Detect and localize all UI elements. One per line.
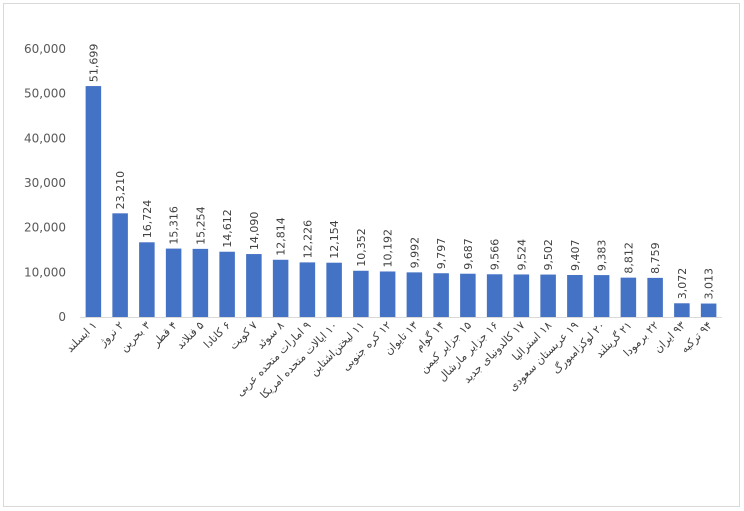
bar	[700, 303, 717, 317]
data-label: 8,812	[622, 242, 635, 274]
data-label: 9,687	[462, 238, 475, 270]
bar	[433, 273, 449, 317]
data-label: 12,154	[328, 220, 341, 259]
data-label: 9,383	[596, 240, 609, 272]
x-tick-label: ۳ بحرین	[118, 319, 153, 354]
data-label: 9,797	[435, 238, 448, 270]
y-tick-label: 20,000	[24, 221, 66, 235]
data-label: 9,566	[489, 239, 502, 271]
bar	[513, 274, 530, 317]
bar	[406, 272, 423, 317]
data-label: 8,759	[649, 242, 662, 274]
bars: 51,699 23,210 16,724 15,316 15,254 14,612 14,0…	[85, 44, 717, 318]
data-label: 3,072	[676, 268, 689, 300]
bar	[379, 271, 396, 317]
y-axis: 0 10,000 20,000 30,000 40,000 50,000 60,000	[24, 42, 66, 324]
y-tick-label: 30,000	[24, 176, 66, 190]
data-label: 14,612	[221, 209, 234, 248]
bar	[353, 270, 369, 317]
bar	[593, 275, 610, 317]
data-label: 10,352	[355, 228, 368, 267]
data-label: 10,192	[382, 229, 395, 268]
data-label: 14,090	[248, 212, 261, 251]
x-axis: ۱ ایسلند ۲ نروژ ۳ بحرین ۴ قطر ۵ فنلاند ۶ کانا…	[63, 317, 722, 402]
data-label: 12,814	[275, 217, 288, 256]
bar	[486, 274, 503, 317]
bar	[299, 262, 316, 317]
bar	[674, 303, 690, 317]
x-tick-label: ۱ ایسلند	[63, 319, 99, 355]
data-label: 16,724	[141, 200, 154, 239]
data-label: 9,524	[515, 239, 528, 271]
bar	[272, 259, 289, 317]
data-label: 9,502	[542, 239, 555, 271]
y-tick-label: 0	[58, 310, 66, 324]
y-tick-label: 50,000	[24, 87, 66, 101]
bar	[326, 262, 342, 317]
bar	[192, 248, 209, 317]
x-tick-label: ۷ کویت	[227, 319, 260, 352]
bar	[85, 86, 102, 318]
y-tick-label: 40,000	[24, 131, 66, 145]
bar	[139, 242, 155, 317]
data-label: 23,210	[114, 171, 127, 210]
bar	[112, 213, 128, 317]
x-tick-label: ۵ فنلاند	[174, 319, 207, 352]
data-label: 9,992	[408, 237, 421, 269]
bar	[620, 277, 637, 317]
y-tick-label: 60,000	[24, 42, 66, 56]
bar	[219, 251, 235, 317]
y-tick-label: 10,000	[24, 265, 66, 279]
data-label: 15,254	[194, 206, 207, 245]
data-label: 51,699	[87, 44, 100, 83]
data-label: 15,316	[168, 206, 181, 245]
bar	[246, 254, 262, 317]
bar	[165, 248, 182, 317]
data-label: 9,407	[569, 239, 582, 271]
bar	[567, 274, 583, 317]
data-label: 3,013	[703, 268, 716, 300]
data-label: 12,226	[301, 220, 314, 259]
bar	[460, 273, 476, 317]
bar	[540, 274, 556, 317]
bar	[647, 277, 663, 317]
